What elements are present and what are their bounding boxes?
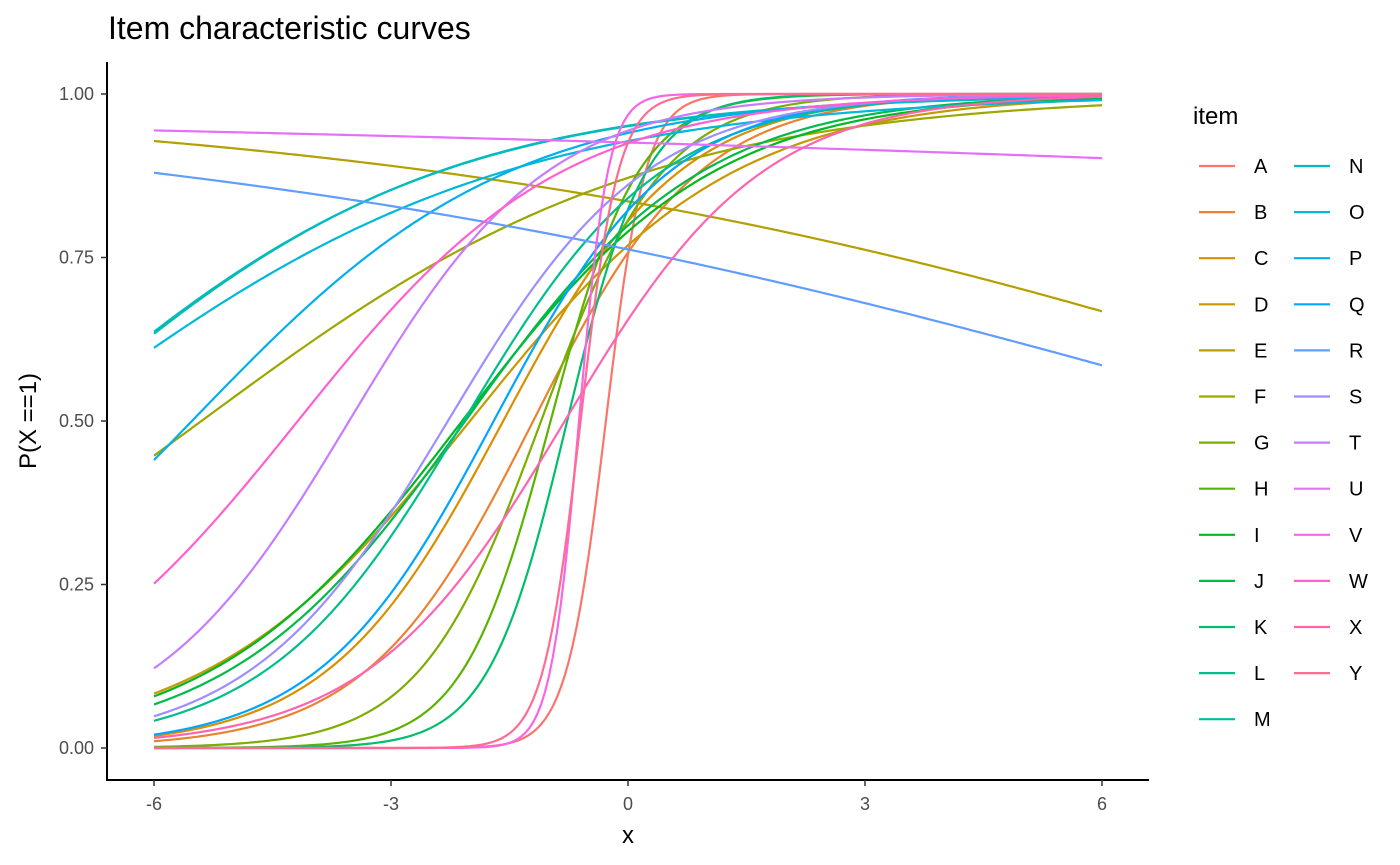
- legend-label: R: [1349, 340, 1363, 362]
- legend-item-a: A: [1199, 156, 1268, 178]
- legend-label: O: [1349, 202, 1365, 224]
- legend-item-s: S: [1294, 387, 1362, 409]
- legend-label: Q: [1349, 294, 1365, 316]
- legend-label: Y: [1349, 663, 1362, 685]
- legend-label: K: [1254, 617, 1268, 639]
- legend-item-g: G: [1199, 433, 1270, 455]
- y-axis-title: P(X ==1): [15, 373, 42, 469]
- legend-label: N: [1349, 156, 1363, 178]
- legend-item-k: K: [1199, 617, 1268, 639]
- legend-item-c: C: [1199, 248, 1268, 270]
- legend-item-x: X: [1294, 617, 1362, 639]
- legend-label: T: [1349, 433, 1361, 455]
- y-tick-label: 0.25: [59, 575, 94, 595]
- legend-label: E: [1254, 340, 1267, 362]
- legend-item-o: O: [1294, 202, 1365, 224]
- y-tick-label: 0.75: [59, 248, 94, 268]
- x-tick-label: -3: [383, 794, 399, 814]
- x-tick-label: 3: [860, 794, 870, 814]
- series-line-n: [153, 95, 1103, 333]
- legend-item-e: E: [1199, 340, 1267, 362]
- legend-label: D: [1254, 294, 1268, 316]
- series-line-f: [153, 104, 1103, 457]
- legend-label: S: [1349, 387, 1362, 409]
- plot-area: 0.00 0.25 0.50 0.75 1.00 -6 -3 0 3 6: [59, 62, 1149, 814]
- legend-label: A: [1254, 156, 1268, 178]
- legend-label: H: [1254, 479, 1268, 501]
- legend-item-t: T: [1294, 433, 1361, 455]
- legend-label: U: [1349, 479, 1363, 501]
- legend-item-f: F: [1199, 387, 1266, 409]
- series-line-x: [153, 95, 1103, 740]
- chart-title: Item characteristic curves: [108, 10, 471, 46]
- series-line-t: [153, 93, 1103, 670]
- legend-item-q: Q: [1294, 294, 1365, 316]
- legend-item-j: J: [1199, 571, 1264, 593]
- y-tick-label: 0.00: [59, 738, 94, 758]
- legend-item-i: I: [1199, 525, 1260, 547]
- legend-item-d: D: [1199, 294, 1268, 316]
- legend-label: G: [1254, 433, 1270, 455]
- legend-label: C: [1254, 248, 1268, 270]
- legend-item-m: M: [1199, 709, 1271, 731]
- y-tick-label: 0.50: [59, 411, 94, 431]
- legend-item-b: B: [1199, 202, 1267, 224]
- series-line-w: [153, 94, 1103, 585]
- legend-label: V: [1349, 525, 1363, 547]
- legend-item-n: N: [1294, 156, 1363, 178]
- x-tick-label: 0: [623, 794, 633, 814]
- legend-label: P: [1349, 248, 1362, 270]
- legend-item-p: P: [1294, 248, 1362, 270]
- series-line-e: [153, 139, 1103, 313]
- legend-title: item: [1193, 103, 1238, 130]
- legend-item-r: R: [1294, 340, 1363, 362]
- legend-item-h: H: [1199, 479, 1268, 501]
- x-tick-label: 6: [1097, 794, 1107, 814]
- legend-label: I: [1254, 525, 1260, 547]
- legend-item-l: L: [1199, 663, 1265, 685]
- series-line-r: [153, 171, 1103, 367]
- legend-item-y: Y: [1294, 663, 1362, 685]
- legend-items: A B C D E F G H I J K L M N O P Q R S T U V W X Y: [1199, 156, 1368, 731]
- x-tick-label: -6: [146, 794, 162, 814]
- y-tick-label: 1.00: [59, 84, 94, 104]
- legend-label: W: [1349, 571, 1368, 593]
- legend-item-w: W: [1294, 571, 1368, 593]
- legend: item A B C D E F G H I J K L M N O P Q R S T U V W X Y: [1193, 103, 1368, 731]
- legend-item-v: V: [1294, 525, 1363, 547]
- series-line-p: [153, 94, 1103, 461]
- series-line-y: [154, 92, 1102, 750]
- legend-item-u: U: [1294, 479, 1363, 501]
- legend-label: B: [1254, 202, 1267, 224]
- y-axis-ticks: 0.00 0.25 0.50 0.75 1.00: [59, 84, 107, 758]
- legend-label: F: [1254, 387, 1266, 409]
- legend-label: X: [1349, 617, 1362, 639]
- legend-label: J: [1254, 571, 1264, 593]
- x-axis-ticks: -6 -3 0 3 6: [146, 780, 1107, 814]
- legend-label: M: [1254, 709, 1271, 731]
- series-curves: [153, 92, 1103, 750]
- legend-label: L: [1254, 663, 1265, 685]
- x-axis-title: x: [622, 822, 634, 849]
- series-line-j: [153, 95, 1103, 706]
